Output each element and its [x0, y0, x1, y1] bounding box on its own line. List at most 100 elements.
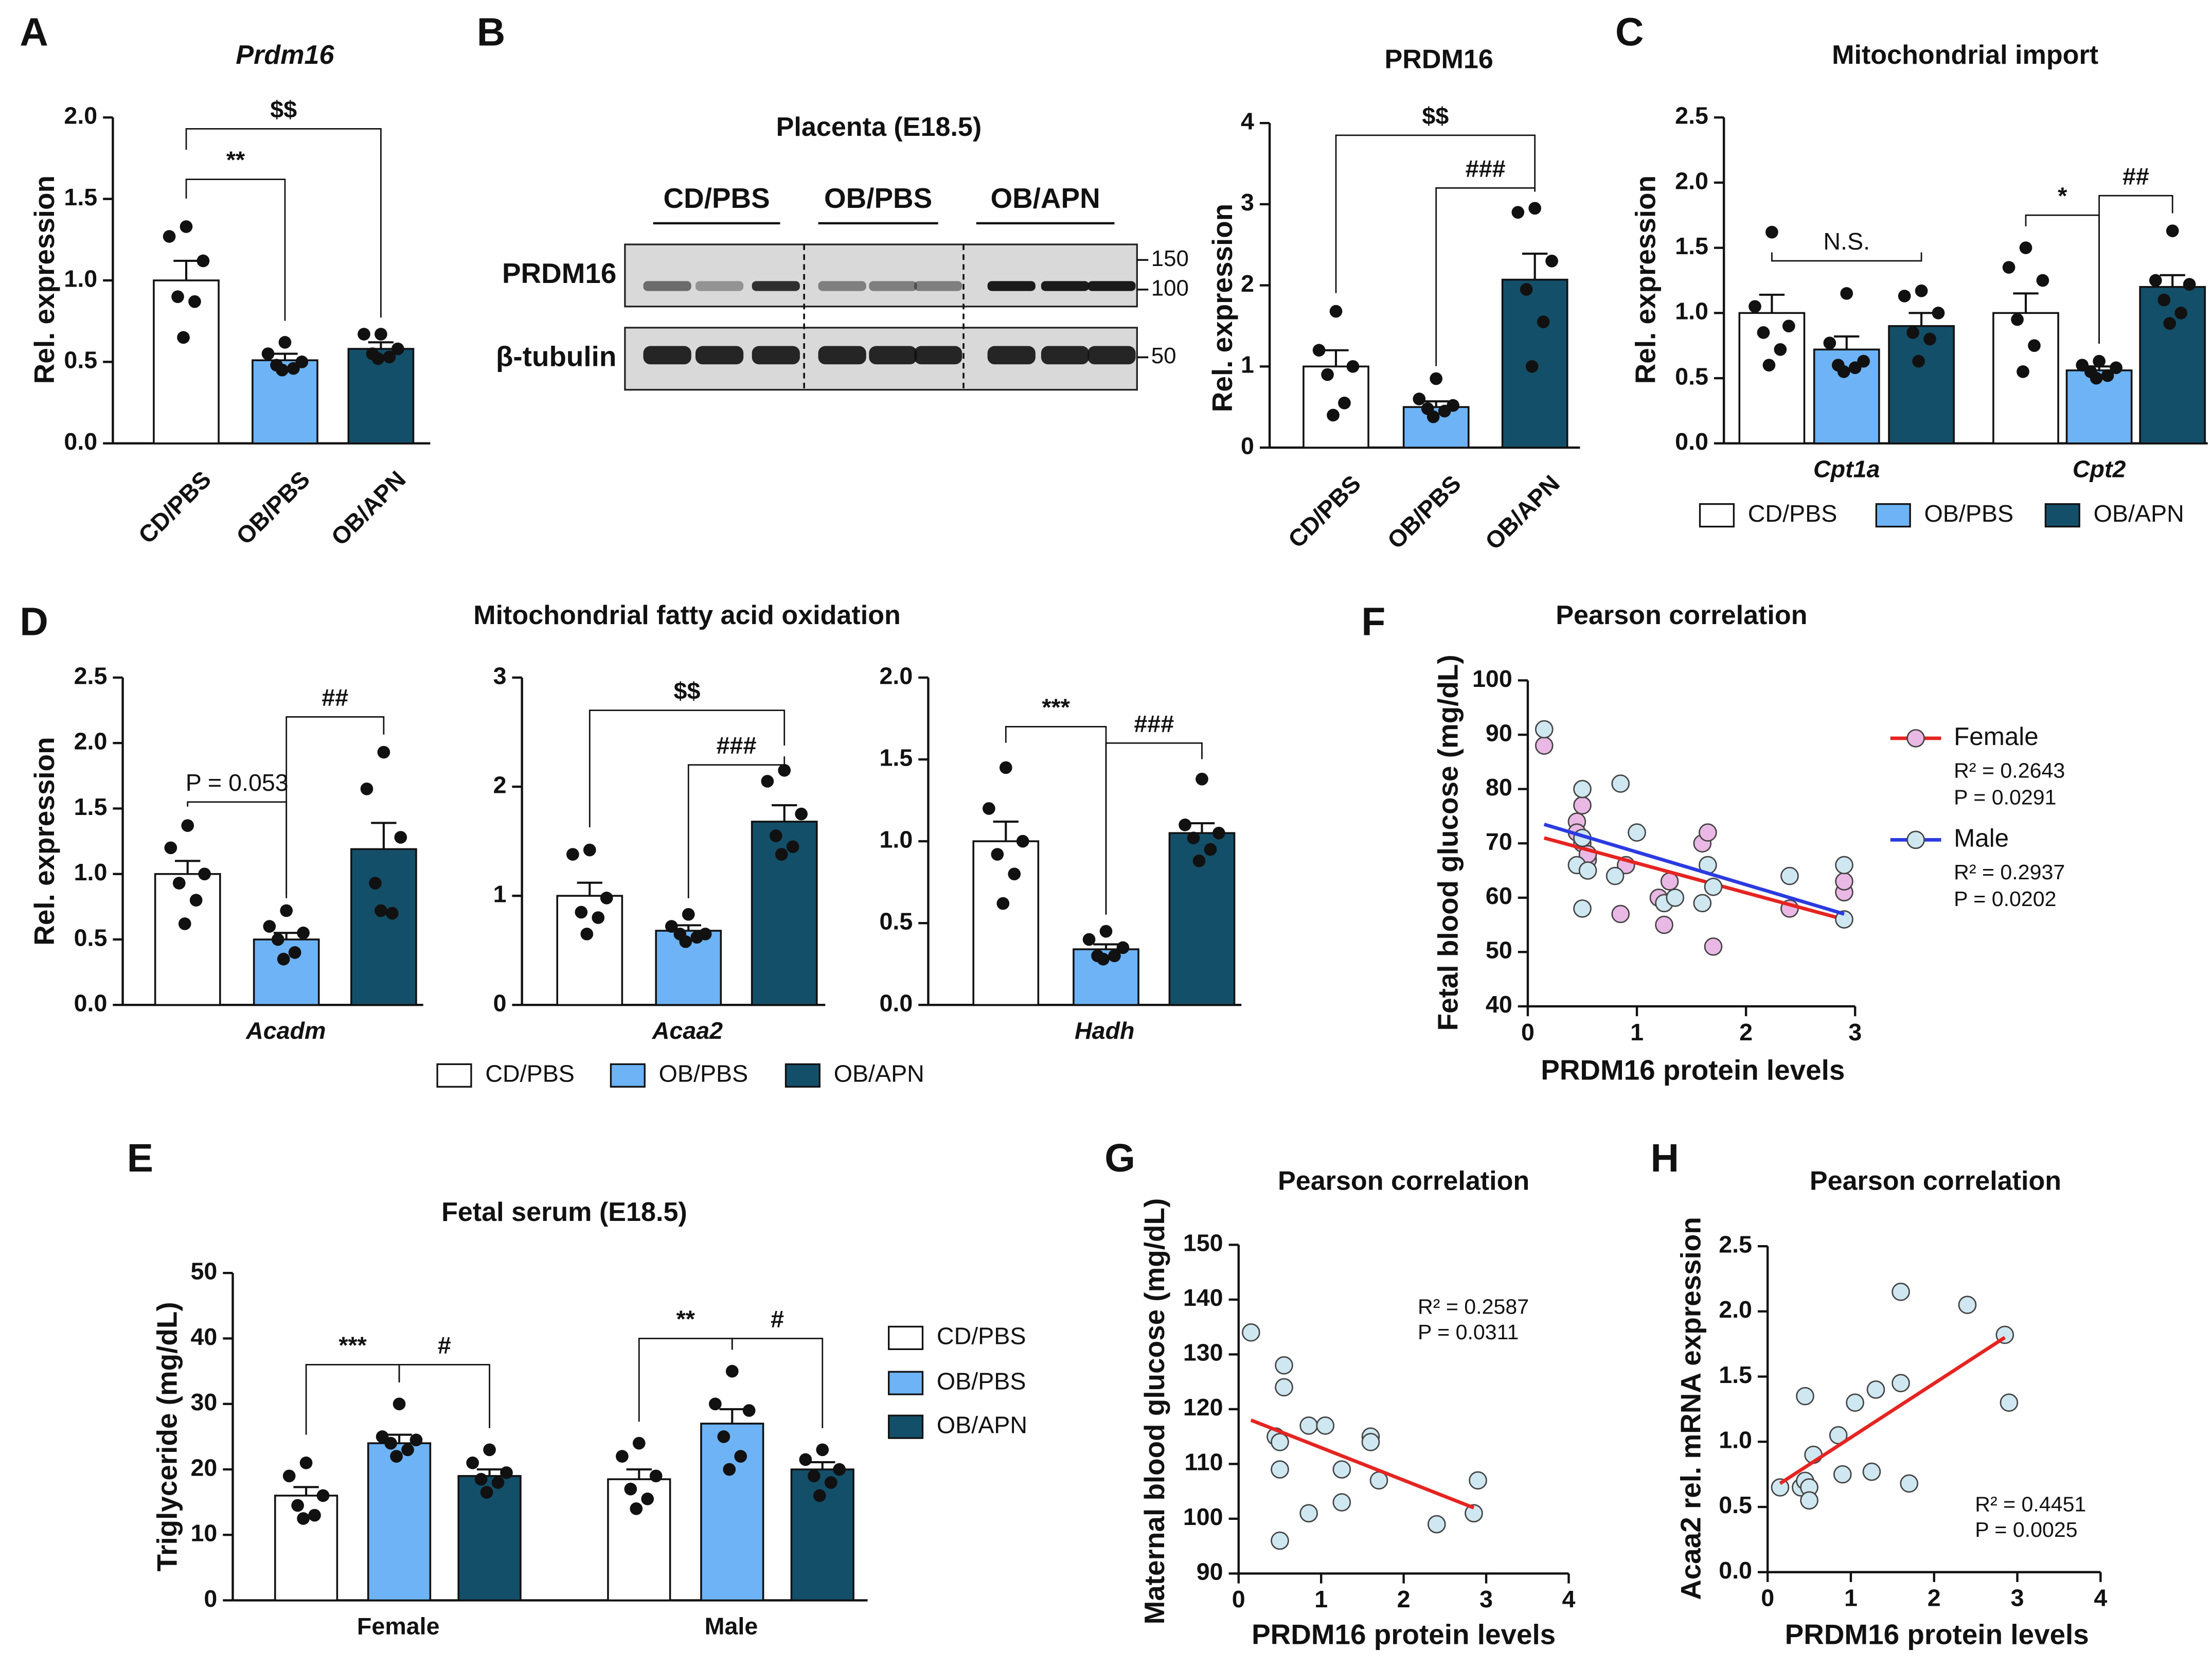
- error-bar: [272, 352, 298, 361]
- significance-label: ***: [1042, 694, 1070, 720]
- band: [818, 281, 866, 291]
- data-point: [1757, 326, 1770, 339]
- significance-bracket: [588, 710, 786, 828]
- bar: [1888, 325, 1955, 445]
- data-point: [1958, 1296, 1977, 1314]
- data-point: [383, 350, 396, 364]
- significance-label: ###: [717, 732, 757, 759]
- data-point: [1332, 1460, 1351, 1479]
- y-tick-label: 0: [1241, 432, 1254, 459]
- data-point: [474, 1473, 488, 1486]
- chart-title: Pearson correlation: [1810, 1166, 2061, 1196]
- y-tick-label: 1.5: [74, 793, 108, 820]
- significance-label: **: [226, 147, 245, 173]
- data-point: [198, 867, 211, 881]
- data-point: [1082, 933, 1096, 946]
- band: [752, 346, 800, 365]
- y-tick-label: 50: [190, 1258, 217, 1285]
- y-tick-label: 80: [1486, 774, 1512, 801]
- data-point: [197, 254, 210, 268]
- data-point: [2163, 317, 2177, 330]
- data-point: [401, 1443, 414, 1457]
- data-point: [996, 897, 1010, 910]
- x-tick-label: 0: [1521, 1019, 1535, 1045]
- error-bar: [293, 1486, 319, 1496]
- data-point: [742, 1404, 756, 1417]
- data-point: [1846, 1393, 1864, 1412]
- stat-label: R² = 0.2643: [1954, 759, 2065, 783]
- data-point: [1016, 835, 1029, 848]
- data-point: [1528, 202, 1542, 215]
- data-point: [1835, 872, 1853, 891]
- legend-label: CD/PBS: [937, 1323, 1026, 1350]
- significance-bracket: [398, 1364, 490, 1428]
- band: [818, 346, 866, 365]
- data-point: [1327, 409, 1340, 422]
- significance-label: ###: [1466, 155, 1506, 182]
- significance-bracket: [1335, 134, 1536, 293]
- data-point: [1438, 404, 1451, 418]
- data-point: [632, 1437, 646, 1450]
- data-point: [999, 761, 1012, 774]
- y-tick-label: 1.0: [1719, 1427, 1752, 1453]
- data-point: [2110, 361, 2122, 375]
- y-tick-label: 110: [1184, 1449, 1223, 1476]
- y-tick-label: 0: [204, 1585, 217, 1612]
- chart-title: Prdm16: [236, 40, 334, 70]
- y-tick-label: 0.0: [74, 990, 108, 1017]
- data-point: [483, 1443, 496, 1457]
- legend-swatch: [2044, 503, 2080, 528]
- y-axis-label: Maternal blood glucose (mg/dL): [1138, 1198, 1170, 1625]
- x-tick-label: CD/PBS: [133, 466, 216, 548]
- data-point: [288, 946, 301, 959]
- marker-label: 150: [1151, 246, 1189, 271]
- y-axis-label: Rel. expression: [28, 737, 60, 945]
- legend-swatch: [610, 1063, 646, 1088]
- stat-label: R² = 0.4451: [1975, 1493, 2086, 1516]
- data-point: [1116, 941, 1130, 954]
- data-point: [778, 764, 791, 777]
- data-point: [1606, 866, 1625, 885]
- chart-title: Pearson correlation: [1278, 1166, 1529, 1196]
- significance-label: P = 0.053: [186, 769, 289, 796]
- data-point: [2174, 307, 2188, 320]
- data-point: [1862, 1462, 1881, 1481]
- data-point: [1704, 937, 1723, 956]
- band: [752, 281, 800, 291]
- stat-label: R² = 0.2937: [1954, 860, 2065, 884]
- error-bar: [1522, 253, 1548, 280]
- y-axis-label: Rel. expression: [1206, 204, 1238, 412]
- data-point: [1835, 910, 1853, 929]
- data-point: [630, 1502, 643, 1515]
- y-tick-label: 1.5: [880, 744, 913, 771]
- data-point: [1693, 894, 1712, 913]
- data-point: [1520, 283, 1533, 296]
- band: [695, 346, 744, 365]
- data-point: [983, 802, 995, 815]
- data-point: [709, 1397, 722, 1411]
- error-bar: [2013, 292, 2039, 313]
- y-tick-label: 2.5: [1719, 1231, 1752, 1257]
- bar: [1992, 312, 2059, 445]
- x-tick-label: 2: [1928, 1584, 1941, 1611]
- error-bar: [719, 1408, 745, 1424]
- bar: [972, 840, 1040, 1006]
- data-point: [1660, 872, 1679, 891]
- data-point: [188, 295, 201, 308]
- x-tick-label: Cpt1a: [1813, 456, 1880, 483]
- x-tick-label: OB/PBS: [231, 466, 315, 549]
- bar: [253, 938, 320, 1006]
- data-point: [369, 877, 382, 890]
- x-tick-label: 1: [1844, 1584, 1858, 1611]
- legend-swatch: [1875, 503, 1911, 528]
- data-point: [164, 841, 177, 855]
- data-point: [2017, 365, 2029, 378]
- significance-bracket: [1105, 742, 1203, 915]
- data-point: [316, 1489, 330, 1502]
- y-tick-label: 0.5: [1675, 363, 1708, 389]
- data-point: [2149, 274, 2162, 287]
- x-tick-label: Cpt2: [2073, 456, 2126, 483]
- error-bar: [1189, 822, 1215, 834]
- data-point: [1212, 826, 1225, 840]
- data-point: [409, 1433, 423, 1447]
